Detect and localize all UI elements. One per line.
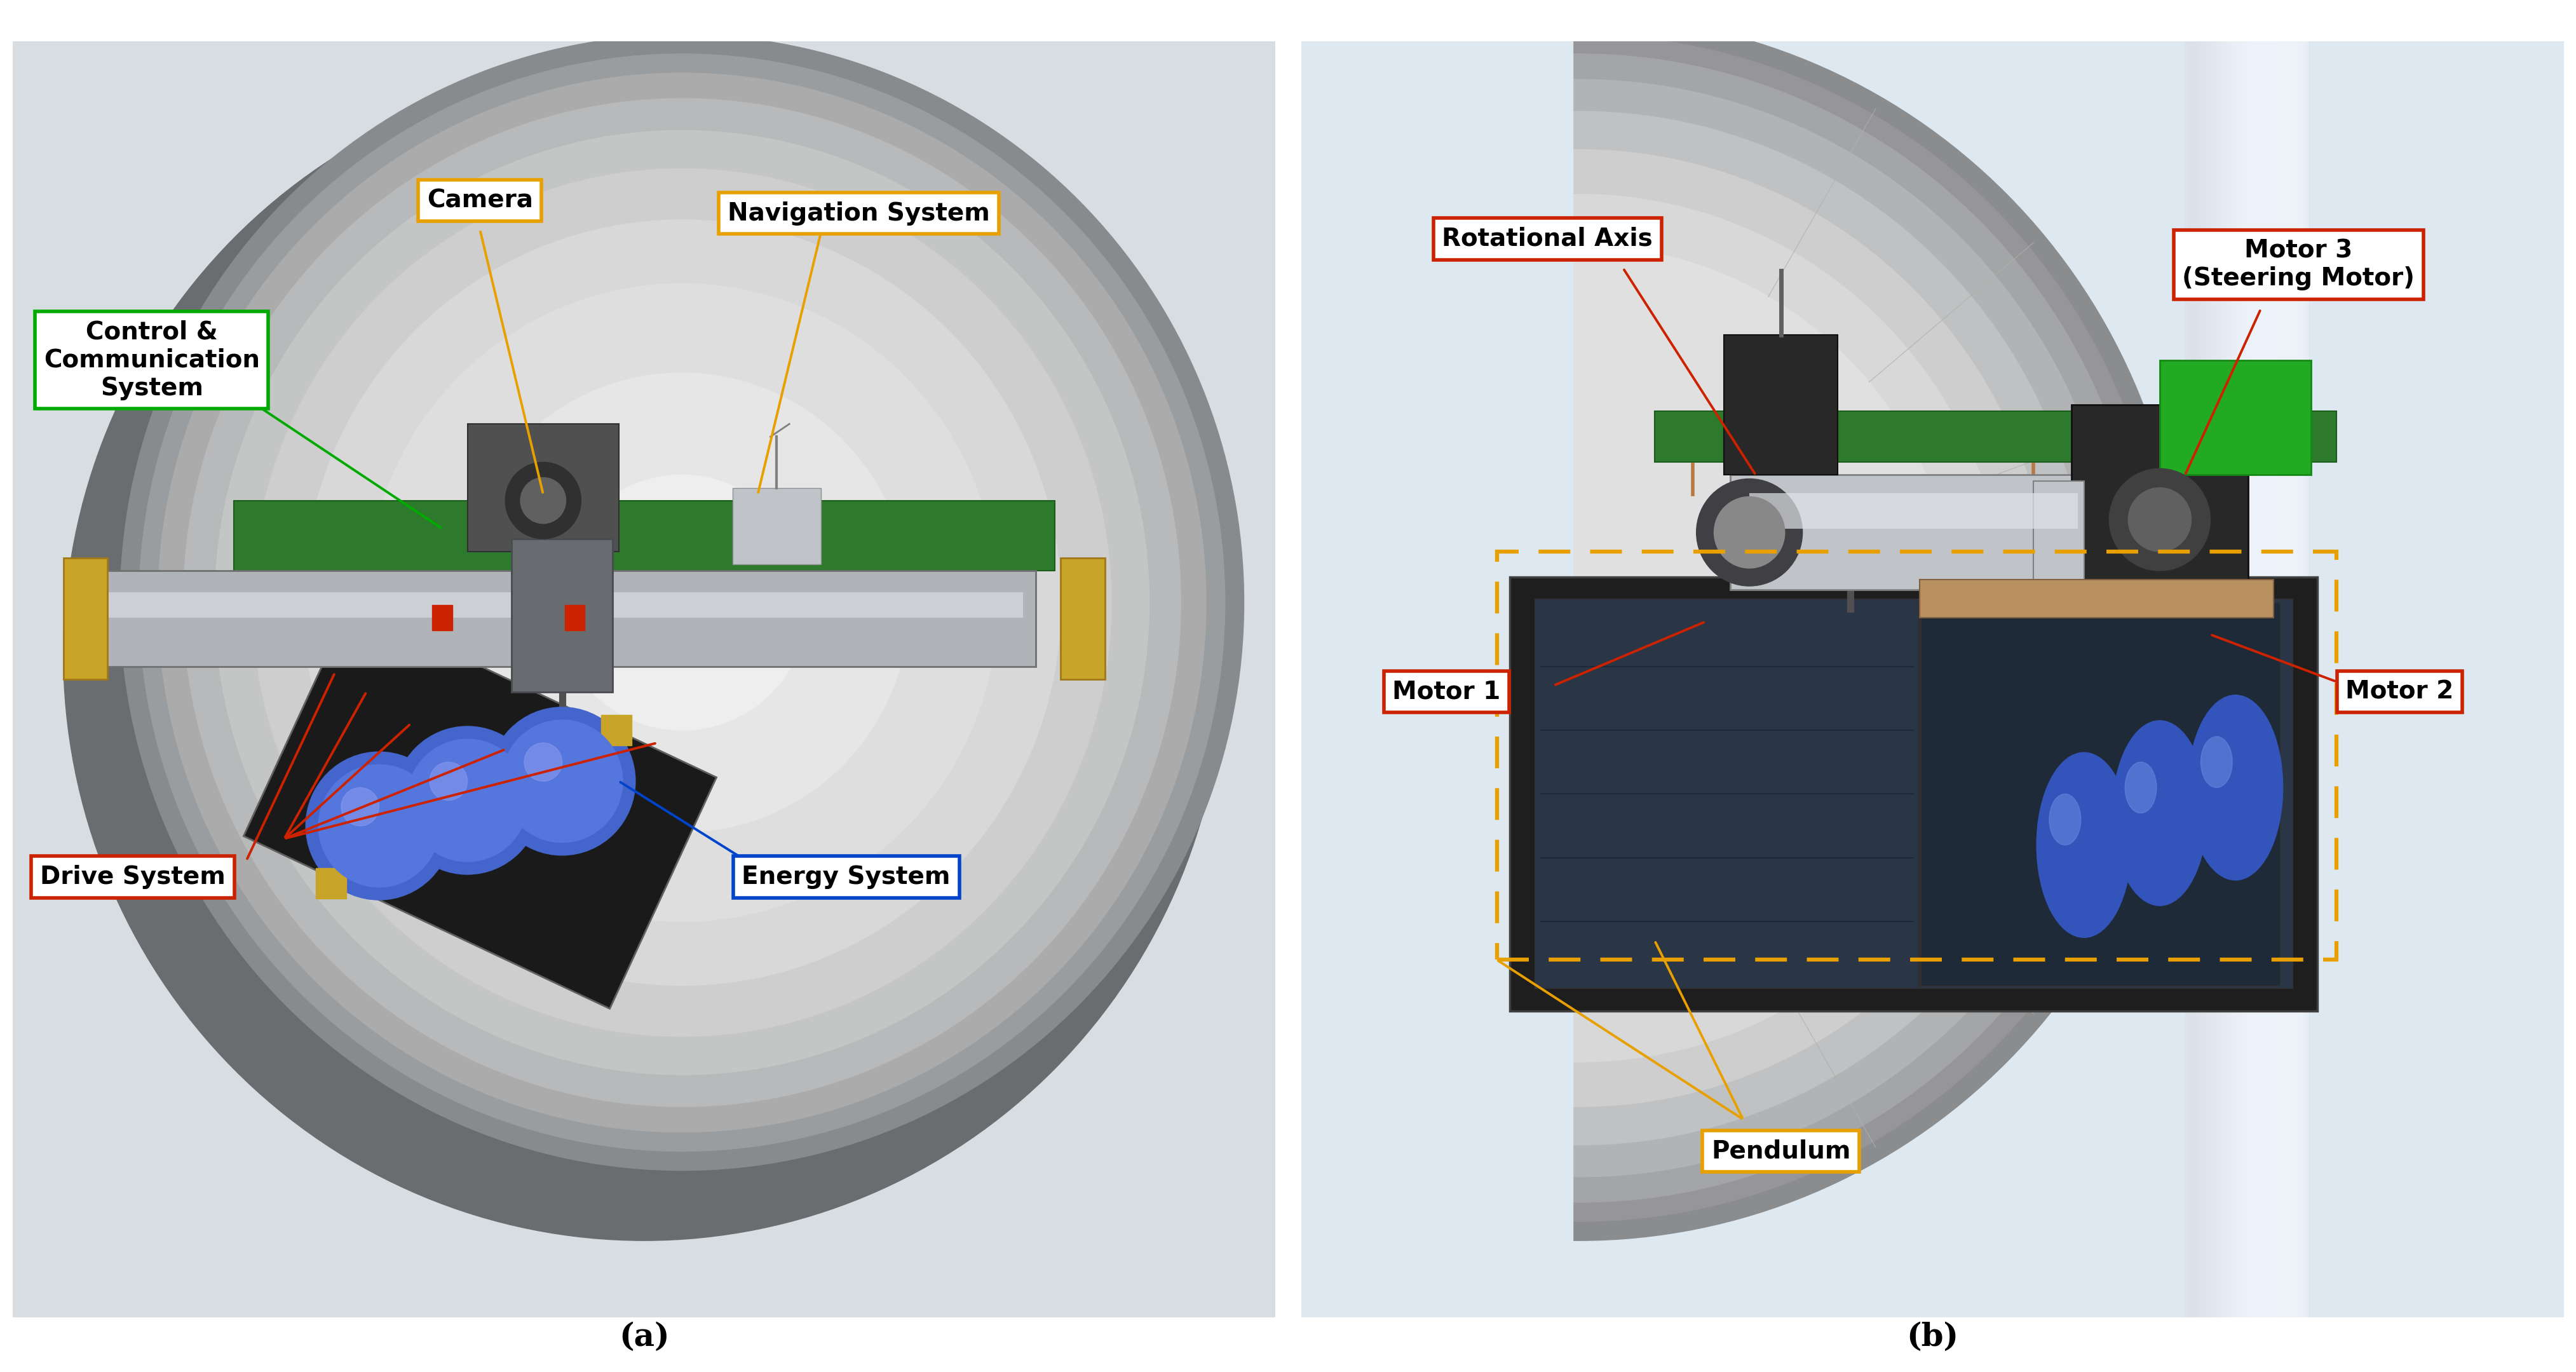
- Bar: [2190, 41, 2254, 1317]
- Circle shape: [214, 130, 1149, 1074]
- Circle shape: [1713, 497, 1785, 568]
- Text: Energy System: Energy System: [742, 864, 951, 889]
- FancyBboxPatch shape: [466, 424, 618, 552]
- Bar: [2228, 41, 2293, 1317]
- Text: Pendulum: Pendulum: [1710, 1139, 1850, 1163]
- Circle shape: [502, 720, 623, 842]
- Circle shape: [183, 99, 1180, 1107]
- FancyBboxPatch shape: [732, 488, 822, 564]
- Circle shape: [407, 740, 528, 862]
- FancyBboxPatch shape: [1731, 475, 2084, 590]
- FancyBboxPatch shape: [574, 571, 1036, 667]
- Bar: [1301, 41, 1571, 1317]
- FancyBboxPatch shape: [1723, 335, 1837, 475]
- Bar: [2195, 41, 2257, 1317]
- Ellipse shape: [2125, 761, 2156, 814]
- Circle shape: [340, 788, 379, 826]
- FancyBboxPatch shape: [1654, 412, 2336, 462]
- Bar: [600, 715, 631, 745]
- FancyBboxPatch shape: [108, 593, 536, 617]
- FancyBboxPatch shape: [64, 558, 108, 679]
- Circle shape: [992, 34, 2166, 1221]
- Circle shape: [1149, 195, 2007, 1062]
- Circle shape: [520, 477, 567, 524]
- Ellipse shape: [2187, 696, 2282, 879]
- Bar: [2210, 41, 2272, 1317]
- Circle shape: [1066, 111, 2089, 1144]
- Text: Camera: Camera: [428, 188, 533, 213]
- Ellipse shape: [2048, 794, 2081, 845]
- FancyBboxPatch shape: [1749, 493, 2076, 528]
- Circle shape: [430, 761, 466, 800]
- Bar: [2241, 41, 2306, 1317]
- Text: Motor 3
(Steering Motor): Motor 3 (Steering Motor): [2182, 239, 2414, 291]
- Circle shape: [456, 373, 909, 833]
- Circle shape: [1200, 246, 1958, 1011]
- Circle shape: [974, 15, 2184, 1240]
- Circle shape: [1105, 150, 2053, 1107]
- Circle shape: [1695, 479, 1803, 586]
- Bar: [2202, 41, 2267, 1317]
- Circle shape: [523, 744, 562, 781]
- Circle shape: [157, 73, 1206, 1132]
- Bar: [2239, 41, 2300, 1317]
- Bar: [2236, 41, 2298, 1317]
- FancyBboxPatch shape: [513, 539, 613, 691]
- Text: Motor 1: Motor 1: [1391, 679, 1499, 704]
- Bar: [2213, 41, 2277, 1317]
- Text: Drive System: Drive System: [41, 864, 227, 889]
- Circle shape: [505, 462, 580, 539]
- Bar: [2218, 41, 2282, 1317]
- Circle shape: [304, 220, 1061, 985]
- Circle shape: [1036, 80, 2123, 1177]
- FancyBboxPatch shape: [2159, 359, 2311, 475]
- Polygon shape: [245, 605, 716, 1008]
- Circle shape: [394, 726, 541, 874]
- Bar: [2184, 41, 2246, 1317]
- Circle shape: [2110, 469, 2210, 571]
- Text: Control &
Communication
System: Control & Communication System: [44, 320, 260, 401]
- Circle shape: [319, 764, 440, 888]
- FancyBboxPatch shape: [2071, 405, 2246, 609]
- Ellipse shape: [2035, 752, 2130, 937]
- Bar: [317, 868, 345, 899]
- Bar: [2215, 41, 2280, 1317]
- Bar: [2197, 41, 2259, 1317]
- Text: Rotational Axis: Rotational Axis: [1443, 226, 1651, 251]
- FancyBboxPatch shape: [2032, 482, 2084, 583]
- Circle shape: [307, 752, 453, 900]
- Text: Motor 2: Motor 2: [2344, 679, 2452, 704]
- Text: (a): (a): [618, 1323, 670, 1353]
- Bar: [2231, 41, 2295, 1317]
- Bar: [2208, 41, 2269, 1317]
- Circle shape: [489, 707, 636, 855]
- Bar: [2244, 41, 2308, 1317]
- Circle shape: [121, 34, 1244, 1170]
- Bar: [2187, 41, 2251, 1317]
- Text: Navigation System: Navigation System: [726, 202, 989, 225]
- Circle shape: [139, 54, 1224, 1151]
- FancyBboxPatch shape: [1919, 579, 2272, 617]
- Text: (b): (b): [1906, 1323, 1958, 1353]
- Bar: [433, 605, 453, 631]
- Bar: [564, 605, 585, 631]
- FancyBboxPatch shape: [587, 593, 1023, 617]
- Circle shape: [252, 169, 1110, 1036]
- FancyBboxPatch shape: [1919, 602, 2280, 985]
- FancyBboxPatch shape: [1510, 578, 2316, 1011]
- FancyBboxPatch shape: [95, 571, 549, 667]
- Circle shape: [556, 475, 809, 730]
- FancyBboxPatch shape: [1535, 598, 2293, 988]
- Circle shape: [2128, 488, 2190, 552]
- Circle shape: [1010, 54, 2146, 1202]
- Bar: [2226, 41, 2287, 1317]
- Bar: [2223, 41, 2285, 1317]
- Ellipse shape: [2112, 720, 2208, 906]
- FancyBboxPatch shape: [1061, 558, 1105, 679]
- Ellipse shape: [2200, 737, 2231, 788]
- Circle shape: [366, 284, 997, 922]
- Circle shape: [64, 67, 1224, 1240]
- FancyBboxPatch shape: [234, 501, 1054, 571]
- Bar: [2200, 41, 2264, 1317]
